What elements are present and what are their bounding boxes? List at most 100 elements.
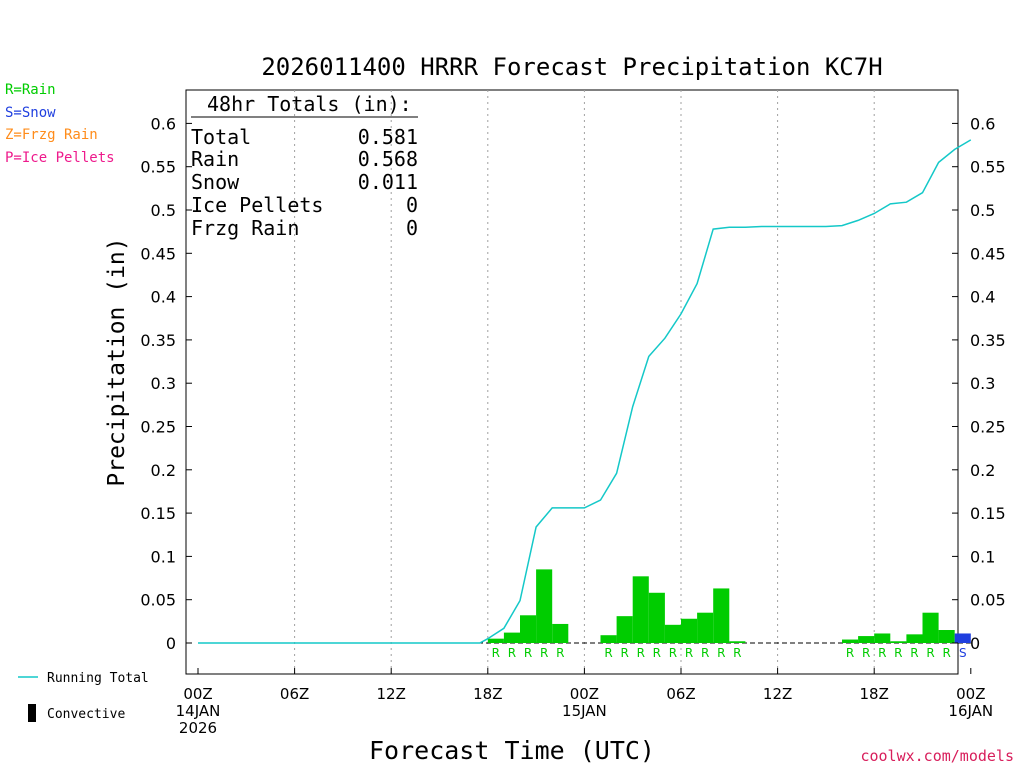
- precip-bar: [648, 592, 665, 643]
- precip-bar: [729, 641, 746, 643]
- precip-bar: [890, 641, 907, 643]
- precip-type-label: R: [862, 646, 870, 660]
- precip-bar: [697, 612, 714, 643]
- precip-type-label: R: [637, 646, 645, 660]
- precip-type-label: R: [508, 646, 516, 660]
- precip-bar: [922, 612, 939, 643]
- totals-value-total: 0.581: [358, 125, 418, 149]
- precip-type-label: R: [492, 646, 500, 660]
- precip-bar: [600, 635, 617, 643]
- y-tick-label-left: 0.35: [140, 331, 176, 350]
- y-tick-label-left: 0.45: [140, 244, 176, 263]
- y-tick-label-right: 0.4: [970, 288, 995, 307]
- precip-type-label: R: [653, 646, 661, 660]
- precip-type-label: R: [733, 646, 741, 660]
- y-tick-label-right: 0.25: [970, 418, 1006, 437]
- precip-bar: [536, 569, 553, 643]
- y-tick-label-left: 0.2: [151, 461, 176, 480]
- precip-type-label: R: [910, 646, 918, 660]
- y-tick-label-left: 0.6: [151, 114, 176, 133]
- precip-bar: [503, 632, 520, 643]
- precip-bar: [954, 633, 971, 643]
- y-tick-label-left: 0.1: [151, 547, 176, 566]
- precip-type-label: R: [701, 646, 709, 660]
- precip-bar: [664, 624, 681, 643]
- y-tick-label-right: 0.5: [970, 201, 995, 220]
- precip-bar: [632, 576, 649, 643]
- totals-value-ice-pellets: 0: [406, 193, 418, 217]
- totals-label-rain: Rain: [191, 147, 239, 171]
- precip-bar: [681, 618, 698, 643]
- totals-header: 48hr Totals (in):: [207, 92, 412, 116]
- precip-bar: [520, 615, 537, 643]
- running-total-series: [198, 139, 972, 644]
- precip-type-label: R: [620, 646, 628, 660]
- y-tick-label-right: 0.3: [970, 374, 995, 393]
- x-axis-label: Forecast Time (UTC): [369, 736, 655, 765]
- precip-bar: [713, 588, 730, 643]
- totals-label-frzg-rain: Frzg Rain: [191, 216, 299, 240]
- y-axis-label: Precipitation (in): [104, 237, 130, 486]
- precip-bar: [616, 616, 633, 643]
- y-tick-label-left: 0.3: [151, 374, 176, 393]
- y-tick-label-right: 0.15: [970, 504, 1006, 523]
- x-tick-label: 18Z: [860, 685, 889, 703]
- legend-snow: S=Snow: [5, 105, 56, 121]
- y-tick-label-right: 0: [970, 634, 980, 653]
- y-tick-label-left: 0.5: [151, 201, 176, 220]
- totals-box: 48hr Totals (in): Total 0.581 Rain 0.568…: [191, 92, 418, 240]
- y-tick-label-right: 0.05: [970, 591, 1006, 610]
- x-tick-label: 12Z: [763, 685, 792, 703]
- precip-type-label: R: [878, 646, 886, 660]
- y-tick-label-right: 0.6: [970, 114, 995, 133]
- totals-value-snow: 0.011: [358, 170, 418, 194]
- x-tick-label: 12Z: [377, 685, 406, 703]
- precip-bar: [552, 623, 569, 643]
- precip-type-label: R: [540, 646, 548, 660]
- y-tick-label-left: 0.25: [140, 418, 176, 437]
- plot-frame: [185, 89, 959, 675]
- running-total-legend-label: Running Total: [47, 671, 149, 686]
- x-tick-label: 2026: [179, 719, 217, 737]
- precip-type-label: R: [894, 646, 902, 660]
- precip-type-label: R: [524, 646, 532, 660]
- y-tick-label-left: 0: [166, 634, 176, 653]
- precip-type-label: R: [846, 646, 854, 660]
- y-tick-label-right: 0.2: [970, 461, 995, 480]
- convective-legend-label: Convective: [47, 707, 125, 722]
- precip-type-label: R: [926, 646, 934, 660]
- y-tick-label-right: 0.55: [970, 158, 1006, 177]
- precip-bar: [938, 630, 955, 643]
- legend-rain: R=Rain: [5, 82, 56, 98]
- legend-frzg-rain: Z=Frzg Rain: [5, 127, 98, 143]
- series-legend: Running Total Convective: [18, 671, 149, 722]
- chart-title: 2026011400 HRRR Forecast Precipitation K…: [261, 53, 882, 81]
- precip-type-label: R: [669, 646, 677, 660]
- y-tick-label-right: 0.45: [970, 244, 1006, 263]
- y-tick-label-left: 0.15: [140, 504, 176, 523]
- totals-value-rain: 0.568: [358, 147, 418, 171]
- y-axis-right: 0 0.05 0.1 0.15 0.2 0.25 0.3 0.35 0.4 0.45 0.5 0.55…: [952, 114, 1006, 653]
- x-tick-label: 00Z: [183, 685, 212, 703]
- x-tick-label: 16JAN: [948, 702, 993, 720]
- totals-label-ice-pellets: Ice Pellets: [191, 193, 323, 217]
- precip-bar: [858, 636, 875, 643]
- running-total-line: [198, 139, 972, 644]
- y-tick-label-right: 0.35: [970, 331, 1006, 350]
- x-tick-label: 06Z: [280, 685, 309, 703]
- y-tick-label-left: 0.55: [140, 158, 176, 177]
- y-tick-label-left: 0.4: [151, 288, 176, 307]
- legend-ice-pellets: P=Ice Pellets: [5, 150, 115, 166]
- x-tick-label: 00Z: [570, 685, 599, 703]
- x-tick-label: 15JAN: [562, 702, 607, 720]
- precip-bar: [906, 634, 923, 643]
- y-axis-left: 0 0.05 0.1 0.15 0.2 0.25 0.3 0.35 0.4 0.45 0.5 0.55…: [140, 114, 192, 653]
- precip-bar: [487, 638, 504, 643]
- precip-type-label: R: [556, 646, 564, 660]
- precip-type-label: R: [942, 646, 950, 660]
- x-tick-label: 14JAN: [176, 702, 221, 720]
- precip-type-label: R: [717, 646, 725, 660]
